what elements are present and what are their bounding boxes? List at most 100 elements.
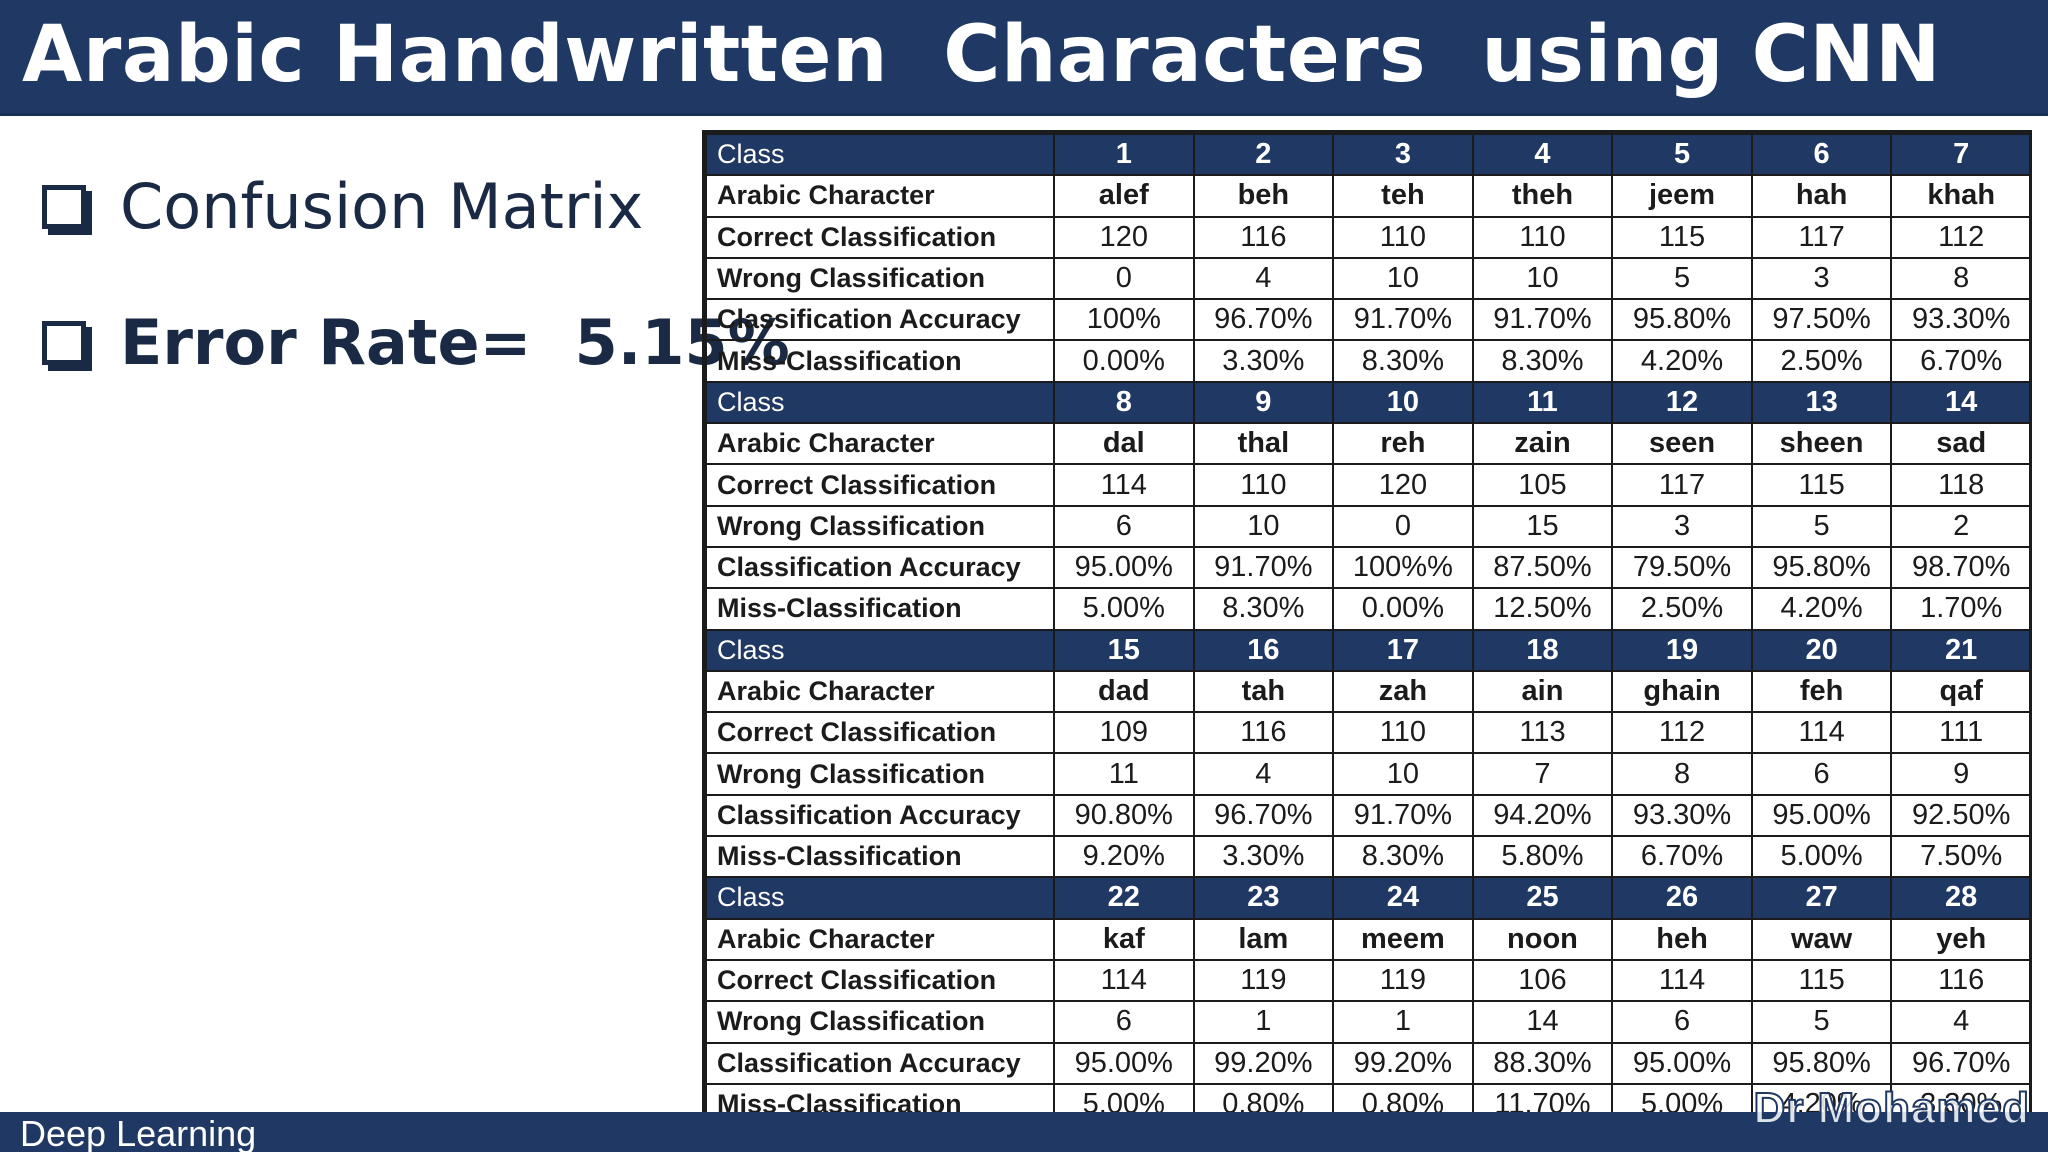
miss-row: Miss-Classification 0.00% 3.30% 8.30% 8.30% 4… [705, 339, 2029, 383]
table-cell: tah [1192, 669, 1335, 714]
row-label: Wrong Classification [705, 256, 1055, 301]
table-cell: jeem [1611, 174, 1753, 218]
table-cell: 26 [1611, 876, 1753, 920]
correct-row: Correct Classification 120 116 110 110 115 117… [705, 215, 2029, 259]
row-label: Miss-Classification [705, 339, 1055, 383]
table-cell: 90.80% [1053, 793, 1195, 838]
table-cell: 96.70% [1192, 793, 1335, 838]
footer-bar [0, 1112, 2048, 1152]
table-cell: 116 [1192, 711, 1335, 755]
table-cell: 115 [1750, 958, 1893, 1003]
table-cell: 4 [1471, 133, 1614, 177]
table-cell: 25 [1471, 876, 1614, 920]
table-cell: heh [1611, 917, 1753, 961]
row-label: Arabic Character [705, 174, 1055, 218]
table-cell: 117 [1611, 463, 1753, 507]
class-row: Class 22 23 24 25 26 27 28 [705, 876, 2029, 920]
correct-row: Correct Classification 114 119 119 106 114 115… [705, 958, 2029, 1003]
table-cell: 110 [1332, 711, 1474, 755]
table-cell: 111 [1890, 711, 2029, 755]
miss-row: Miss-Classification 5.00% 8.30% 0.00% 12.50%… [705, 587, 2029, 631]
table-cell: 88.30% [1471, 1041, 1614, 1085]
correct-row: Correct Classification 114 110 120 105 117 115… [705, 463, 2029, 507]
table-cell: 98.70% [1890, 545, 2029, 590]
table-cell: reh [1332, 422, 1474, 466]
table-cell: 119 [1192, 958, 1335, 1003]
table-cell: 8 [1053, 380, 1195, 425]
miss-row: Miss-Classification 9.20% 3.30% 8.30% 5.80% 6… [705, 835, 2029, 879]
table-cell: 5 [1750, 1000, 1893, 1044]
table-cell: alef [1053, 174, 1195, 218]
table-cell: 5.80% [1471, 835, 1614, 879]
bullet-error-rate-text: Error Rate= 5.15% [120, 306, 790, 379]
table-cell: 12 [1611, 380, 1753, 425]
row-label: Classification Accuracy [705, 298, 1055, 342]
row-label: Correct Classification [705, 958, 1055, 1003]
table-cell: 19 [1611, 628, 1753, 672]
table-cell: 95.00% [1053, 1041, 1195, 1085]
table-cell: 9.20% [1053, 835, 1195, 879]
table-cell: 9 [1890, 752, 2029, 796]
row-label: Class [705, 876, 1055, 920]
table-cell: 100%% [1332, 545, 1474, 590]
table-cell: 6 [1750, 133, 1893, 177]
table-cell: 12.50% [1471, 587, 1614, 631]
checkbox-bullet-icon [42, 320, 86, 365]
row-label: Correct Classification [705, 463, 1055, 507]
table-cell: 115 [1611, 215, 1753, 259]
table-cell: 93.30% [1890, 298, 2029, 342]
table-cell: 1.70% [1890, 587, 2029, 631]
table-cell: 23 [1192, 876, 1335, 920]
table-cell: 3 [1611, 504, 1753, 548]
table-cell: 1 [1192, 1000, 1335, 1044]
table-cell: 0.00% [1053, 339, 1195, 383]
character-row: Arabic Character kaf lam meem noon heh waw yeh [705, 917, 2029, 961]
table-cell: 15 [1471, 504, 1614, 548]
class-row: Class 15 16 17 18 19 20 21 [705, 628, 2029, 672]
table-cell: 116 [1890, 958, 2029, 1003]
table-cell: 109 [1053, 711, 1195, 755]
table-cell: 94.20% [1471, 793, 1614, 838]
table-cell: 96.70% [1192, 298, 1335, 342]
table-cell: 28 [1890, 876, 2029, 920]
table-cell: 3 [1750, 256, 1893, 301]
table-cell: 8.30% [1332, 339, 1474, 383]
wrong-row: Wrong Classification 6 1 1 14 6 5 4 [705, 1000, 2029, 1044]
table-cell: 4 [1192, 256, 1335, 301]
bullet-confusion-matrix-text: Confusion Matrix [120, 170, 644, 243]
table-cell: 96.70% [1890, 1041, 2029, 1085]
bullet-error-rate: Error Rate= 5.15% [42, 306, 790, 379]
table-cell: 5 [1611, 133, 1753, 177]
table-cell: 4 [1192, 752, 1335, 796]
table-cell: dad [1053, 669, 1195, 714]
table-cell: dal [1053, 422, 1195, 466]
table-cell: 99.20% [1332, 1041, 1474, 1085]
table-cell: 18 [1471, 628, 1614, 672]
table-cell: lam [1192, 917, 1335, 961]
row-label: Wrong Classification [705, 504, 1055, 548]
table-cell: 7.50% [1890, 835, 2029, 879]
character-row: Arabic Character dad tah zah ain ghain feh qaf [705, 669, 2029, 714]
row-label: Correct Classification [705, 711, 1055, 755]
slide-title: Arabic Handwritten Characters using CNN [22, 10, 1941, 100]
accuracy-row: Classification Accuracy 100% 96.70% 91.70% 9… [705, 298, 2029, 342]
table-cell: 114 [1611, 958, 1753, 1003]
table-cell: 116 [1192, 215, 1335, 259]
table-cell: 1 [1053, 133, 1195, 177]
table-cell: 91.70% [1471, 298, 1614, 342]
table-cell: zain [1471, 422, 1614, 466]
table-cell: 27 [1750, 876, 1893, 920]
table-cell: 99.20% [1192, 1041, 1335, 1085]
table-cell: 110 [1471, 215, 1614, 259]
table-cell: ain [1471, 669, 1614, 714]
row-label: Class [705, 380, 1055, 425]
table-cell: 115 [1750, 463, 1893, 507]
table-cell: 79.50% [1611, 545, 1753, 590]
table-cell: 10 [1192, 504, 1335, 548]
row-label: Arabic Character [705, 422, 1055, 466]
table-cell: hah [1750, 174, 1893, 218]
table-cell: 1 [1332, 1000, 1474, 1044]
table-cell: 17 [1332, 628, 1474, 672]
bullet-confusion-matrix: Confusion Matrix [42, 170, 643, 243]
table-cell: 5.00% [1750, 835, 1893, 879]
